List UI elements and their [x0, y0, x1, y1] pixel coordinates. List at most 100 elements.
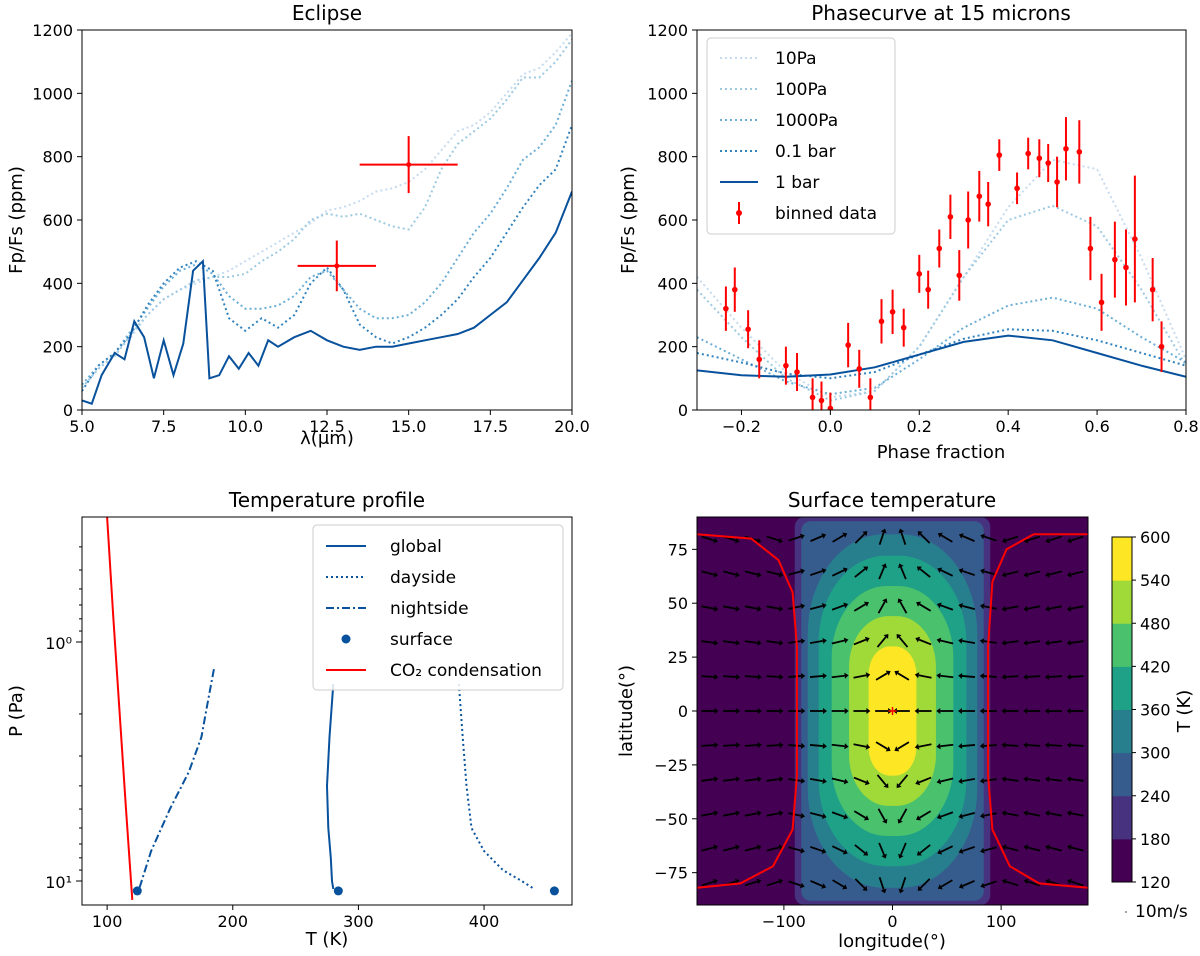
binned-data-point	[916, 271, 923, 277]
wind-arrow	[701, 778, 715, 782]
wind-arrowhead	[958, 638, 963, 644]
wind-arrow	[983, 640, 997, 644]
wind-arrowhead	[880, 528, 887, 534]
eclipse-xtick-label: 5.0	[69, 417, 94, 436]
wind-arrowhead	[800, 847, 805, 854]
wind-arrow	[1005, 675, 1019, 678]
quiver-key-marker	[1125, 911, 1127, 913]
wind-arrowhead	[778, 605, 784, 612]
wind-arrow	[1070, 570, 1084, 576]
wind-arrowhead	[916, 566, 922, 572]
wind-arrow	[1005, 640, 1019, 644]
wind-arrowhead	[883, 783, 889, 788]
wind-arrowhead	[822, 638, 827, 644]
binned-data-point	[1014, 185, 1020, 192]
binned-data-point	[1098, 299, 1105, 306]
phasecurve-legend-box	[706, 37, 896, 235]
wind-arrow	[919, 878, 931, 889]
wind-arrow	[854, 844, 866, 854]
eclipse-ytick-label: 1200	[32, 21, 73, 40]
surface-temperature-y-label: latitude(°)	[616, 665, 637, 757]
wind-arrowhead	[916, 850, 922, 856]
colorbar-tick-label: 180	[1140, 830, 1171, 849]
wind-arrowhead	[1023, 673, 1028, 680]
wind-arrow	[940, 534, 953, 543]
wind-arrow	[788, 744, 802, 747]
colorbar-tick-label: 420	[1140, 657, 1171, 676]
wind-arrowhead	[862, 885, 868, 891]
wind-arrow	[1070, 535, 1084, 542]
binned-data-point	[956, 272, 963, 279]
binned-data-point	[867, 394, 874, 401]
wind-arrow	[701, 846, 715, 852]
wind-arrow	[1070, 880, 1084, 887]
eclipse-data-point	[334, 263, 340, 269]
wind-arrow	[1005, 535, 1019, 542]
wind-arrow	[961, 744, 976, 747]
colorbar-segment	[1112, 666, 1132, 710]
eclipse-data-point	[406, 162, 412, 168]
wind-arrowhead	[1023, 776, 1028, 783]
wind-arrowhead	[914, 708, 919, 714]
wind-arrowhead	[863, 850, 869, 856]
wind-arrow	[810, 880, 823, 887]
legend-label-1000pa: 1000Pa	[775, 111, 838, 131]
wind-arrowhead	[936, 813, 942, 820]
wind-arrow	[899, 808, 908, 821]
eclipse-ytick-label: 200	[42, 338, 73, 357]
wind-arrowhead	[734, 537, 740, 544]
wind-arrowhead	[937, 532, 943, 538]
wind-arrowhead	[936, 743, 941, 750]
wind-arrow	[766, 675, 780, 678]
wind-arrow	[940, 604, 954, 611]
wind-arrow	[1027, 640, 1041, 644]
phasecurve-ytick-label: 0	[678, 401, 688, 420]
co2-boundary-west	[697, 533, 798, 889]
eclipse-panel: Eclipse 5.0 7.5 10.0 12.5 15.0 17.5 20.0 0 200 40…	[6, 1, 590, 449]
wind-arrowhead	[713, 878, 718, 885]
temperature-profile-xtick-label: 300	[343, 912, 374, 931]
wind-arrowhead	[778, 844, 784, 851]
wind-arrow	[940, 845, 954, 853]
phasecurve-xtick-label: 0.8	[1173, 417, 1198, 436]
quiver-key-label: 10m/s	[1135, 902, 1188, 922]
eclipse-ytick-label: 800	[42, 148, 73, 167]
wind-arrowhead	[958, 568, 964, 574]
wind-arrowhead	[936, 602, 942, 609]
wind-arrowhead	[801, 673, 806, 680]
legend-label-global: global	[390, 537, 442, 557]
wind-arrowhead	[1066, 708, 1071, 714]
wind-arrow	[1005, 880, 1019, 887]
temperature-profile-xtick-label: 200	[217, 912, 248, 931]
wind-arrowhead	[1066, 776, 1072, 783]
wind-arrow	[1005, 605, 1019, 610]
wind-arrowhead	[936, 672, 941, 679]
wind-arrow	[809, 675, 824, 678]
wind-arrowhead	[756, 537, 762, 544]
wind-arrowhead	[844, 672, 849, 679]
wind-arrowhead	[713, 605, 719, 612]
wind-arrow	[1027, 778, 1041, 782]
wind-arrow	[875, 741, 888, 750]
binned-data-point	[1025, 150, 1031, 157]
wind-arrow	[1070, 812, 1084, 817]
wind-arrow	[876, 774, 887, 786]
phasecurve-series-1-bar	[697, 334, 1186, 378]
phasecurve-xtick-label: 0.4	[995, 417, 1020, 436]
wind-arrow	[788, 846, 802, 852]
eclipse-ytick-label: 400	[42, 274, 73, 293]
wind-arrow	[877, 808, 886, 821]
wind-arrow	[1048, 640, 1062, 644]
colorbar-tick-label: 240	[1140, 787, 1171, 806]
wind-arrow	[723, 744, 737, 747]
wind-arrow	[1048, 812, 1062, 817]
eclipse-ytick-label: 600	[42, 211, 73, 230]
binned-data-point	[936, 245, 943, 252]
wind-arrowhead	[881, 853, 887, 859]
wind-arrow	[1027, 812, 1041, 817]
wind-arrowhead	[842, 567, 848, 573]
wind-arrowhead	[1023, 742, 1028, 749]
wind-arrowhead	[894, 746, 900, 752]
wind-arrowhead	[756, 571, 762, 578]
wind-arrow	[918, 674, 932, 679]
